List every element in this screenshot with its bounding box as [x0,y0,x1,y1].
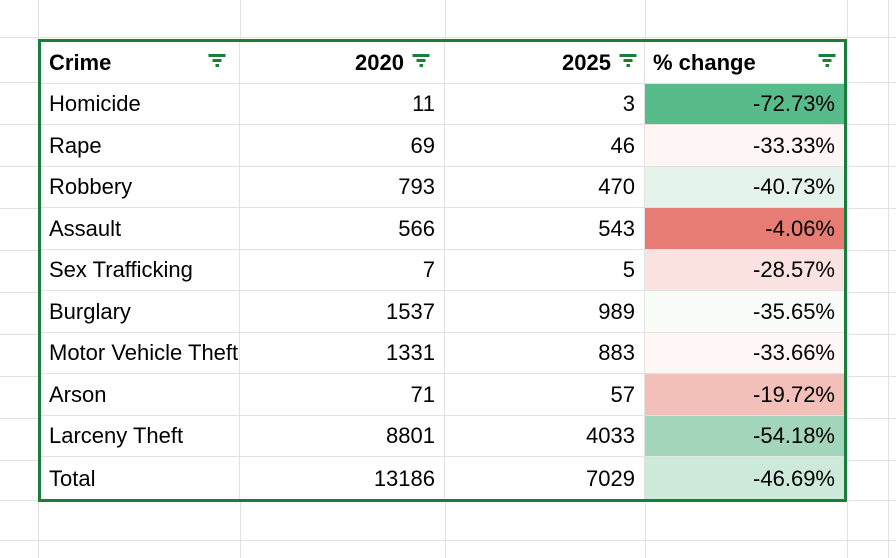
cell-crime[interactable]: Assault [41,208,240,250]
cell-2025-value[interactable]: 989 [445,291,645,333]
cell-2020-value[interactable]: 1537 [240,291,445,333]
column-header-label: % change [653,49,756,75]
gridline [888,0,889,558]
cell-2025-value[interactable]: 543 [445,208,645,250]
cell-crime[interactable]: Robbery [41,166,240,209]
cell-pct-change[interactable]: -4.06% [645,208,844,250]
cell-2020-value[interactable]: 69 [240,125,445,167]
column-header-pct-change[interactable]: % change [645,42,844,84]
cell-2020-value[interactable]: 7 [240,249,445,292]
column-header-crime[interactable]: Crime [41,42,240,84]
cell-2020-value[interactable]: 1331 [240,332,445,375]
cell-crime[interactable]: Total [41,457,240,499]
cell-2025-value[interactable]: 57 [445,374,645,416]
column-header-2025[interactable]: 2025 [445,42,645,84]
cell-2020-value[interactable]: 566 [240,208,445,250]
cell-2025-value[interactable]: 4033 [445,415,645,458]
cell-crime[interactable]: Sex Trafficking [41,249,240,292]
cell-crime[interactable]: Homicide [41,83,240,126]
cell-pct-change[interactable]: -33.66% [645,332,844,375]
cell-2025-value[interactable]: 5 [445,249,645,292]
cell-2025-value[interactable]: 7029 [445,457,645,499]
cell-pct-change[interactable]: -40.73% [645,166,844,209]
cell-2020-value[interactable]: 11 [240,83,445,126]
cell-pct-change[interactable]: -72.73% [645,83,844,126]
cell-crime[interactable]: Motor Vehicle Theft [41,332,240,375]
cell-2025-value[interactable]: 3 [445,83,645,126]
column-header-label: 2020 [355,49,404,75]
cell-pct-change[interactable]: -35.65% [645,291,844,333]
cell-crime[interactable]: Rape [41,125,240,167]
cell-crime[interactable]: Larceny Theft [41,415,240,458]
cell-2020-value[interactable]: 8801 [240,415,445,458]
cell-2020-value[interactable]: 71 [240,374,445,416]
cell-2025-value[interactable]: 883 [445,332,645,375]
cell-crime[interactable]: Arson [41,374,240,416]
cell-pct-change[interactable]: -33.33% [645,125,844,167]
cell-pct-change[interactable]: -54.18% [645,415,844,458]
filter-icon[interactable] [208,48,226,74]
filter-icon[interactable] [818,48,836,74]
column-header-label: Crime [49,49,112,75]
cell-2020-value[interactable]: 13186 [240,457,445,499]
cell-2025-value[interactable]: 46 [445,125,645,167]
filtered-data-table: Crime 2020 2025 % change Homicide 11 [38,39,847,502]
column-header-label: 2025 [562,49,611,75]
cell-pct-change[interactable]: -28.57% [645,249,844,292]
filter-icon[interactable] [412,48,430,74]
column-header-2020[interactable]: 2020 [240,42,445,84]
filter-icon[interactable] [619,48,637,74]
cell-pct-change[interactable]: -46.69% [645,457,844,499]
gridline [847,0,848,558]
cell-2020-value[interactable]: 793 [240,166,445,209]
gridline [0,540,896,541]
gridline [0,37,896,38]
cell-pct-change[interactable]: -19.72% [645,374,844,416]
cell-crime[interactable]: Burglary [41,291,240,333]
cell-2025-value[interactable]: 470 [445,166,645,209]
